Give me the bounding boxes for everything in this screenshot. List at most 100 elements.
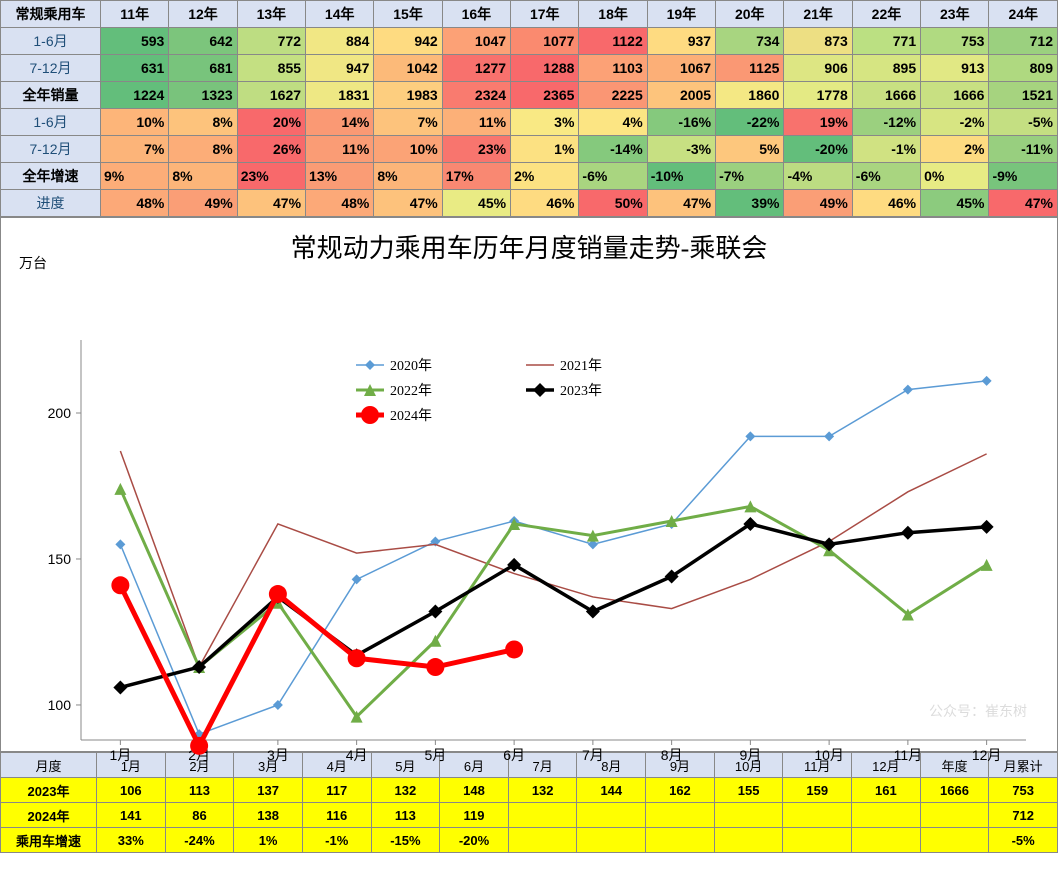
heatmap-cell: -22% [716, 109, 784, 136]
heatmap-cell: 47% [647, 190, 715, 217]
heatmap-cell: 47% [374, 190, 442, 217]
svg-text:2023年: 2023年 [560, 383, 602, 399]
heatmap-cell: 906 [784, 55, 852, 82]
heatmap-row: 1-6月593642772884942104710771122937734873… [1, 28, 1058, 55]
heatmap-cell: 1125 [716, 55, 784, 82]
heatmap-corner-label: 常规乘用车 [1, 1, 101, 28]
heatmap-cell: 13% [306, 163, 374, 190]
heatmap-cell: 1860 [716, 82, 784, 109]
monthly-cell: 155 [714, 778, 783, 803]
svg-text:10月: 10月 [814, 747, 844, 763]
heatmap-cell: 19% [784, 109, 852, 136]
monthly-cell [714, 803, 783, 828]
heatmap-cell: -9% [989, 163, 1058, 190]
heatmap-cell: 1103 [579, 55, 647, 82]
heatmap-cell: 1% [511, 136, 579, 163]
heatmap-cell: 1042 [374, 55, 442, 82]
heatmap-header-row: 常规乘用车11年12年13年14年15年16年17年18年19年20年21年22… [1, 1, 1058, 28]
heatmap-year-header: 21年 [784, 1, 852, 28]
heatmap-cell: 5% [716, 136, 784, 163]
heatmap-cell: 48% [101, 190, 169, 217]
heatmap-cell: 7% [101, 136, 169, 163]
heatmap-cell: 1288 [511, 55, 579, 82]
heatmap-year-header: 16年 [442, 1, 510, 28]
heatmap-year-header: 22年 [852, 1, 920, 28]
heatmap-cell: 45% [921, 190, 989, 217]
monthly-cell: 119 [440, 803, 509, 828]
monthly-cell [646, 828, 715, 853]
heatmap-cell: -5% [989, 109, 1058, 136]
heatmap-cell: 0% [921, 163, 989, 190]
heatmap-cell: 753 [921, 28, 989, 55]
svg-text:11月: 11月 [894, 747, 923, 763]
heatmap-cell: 884 [306, 28, 374, 55]
heatmap-cell: 11% [306, 136, 374, 163]
svg-text:2022年: 2022年 [390, 383, 432, 399]
heatmap-cell: 10% [374, 136, 442, 163]
svg-text:12月: 12月 [972, 747, 1002, 763]
monthly-cell [920, 828, 989, 853]
monthly-cell [508, 803, 577, 828]
heatmap-row: 1-6月10%8%20%14%7%11%3%4%-16%-22%19%-12%-… [1, 109, 1058, 136]
monthly-cell: 113 [371, 803, 440, 828]
heatmap-cell: 1627 [237, 82, 305, 109]
heatmap-cell: 1323 [169, 82, 237, 109]
monthly-cell: 159 [783, 778, 852, 803]
heatmap-cell: 1122 [579, 28, 647, 55]
heatmap-cell: 10% [101, 109, 169, 136]
heatmap-cell: 681 [169, 55, 237, 82]
heatmap-cell: 2225 [579, 82, 647, 109]
heatmap-cell: 14% [306, 109, 374, 136]
monthly-cell: 116 [302, 803, 371, 828]
heatmap-cell: 47% [237, 190, 305, 217]
heatmap-cell: -1% [852, 136, 920, 163]
monthly-cell [508, 828, 577, 853]
heatmap-cell: 48% [306, 190, 374, 217]
monthly-cell [852, 803, 921, 828]
heatmap-year-header: 19年 [647, 1, 715, 28]
heatmap-cell: 23% [442, 136, 510, 163]
heatmap-year-header: 12年 [169, 1, 237, 28]
monthly-cell: 161 [852, 778, 921, 803]
heatmap-cell: 50% [579, 190, 647, 217]
heatmap-cell: 771 [852, 28, 920, 55]
heatmap-cell: 942 [374, 28, 442, 55]
heatmap-cell: 712 [989, 28, 1058, 55]
heatmap-cell: 1047 [442, 28, 510, 55]
monthly-cell: 753 [989, 778, 1058, 803]
heatmap-cell: -4% [784, 163, 852, 190]
monthly-cell: 138 [234, 803, 303, 828]
monthly-cell: 86 [165, 803, 234, 828]
heatmap-year-header: 20年 [716, 1, 784, 28]
monthly-cell: -24% [165, 828, 234, 853]
monthly-cell: 132 [371, 778, 440, 803]
heatmap-cell: 2365 [511, 82, 579, 109]
heatmap-cell: 1983 [374, 82, 442, 109]
monthly-cell [783, 828, 852, 853]
monthly-cell [577, 803, 646, 828]
heatmap-cell: -3% [647, 136, 715, 163]
heatmap-cell: 26% [237, 136, 305, 163]
watermark-text: 公众号：崔东树 [929, 701, 1027, 721]
monthly-row-label: 乘用车增速 [1, 828, 97, 853]
monthly-row-label: 2023年 [1, 778, 97, 803]
y-axis-label: 万台 [19, 253, 47, 273]
monthly-cell: 141 [97, 803, 166, 828]
heatmap-cell: 937 [647, 28, 715, 55]
heatmap-row-label: 进度 [1, 190, 101, 217]
heatmap-cell: 1666 [852, 82, 920, 109]
heatmap-cell: 772 [237, 28, 305, 55]
monthly-data-row: 乘用车增速33%-24%1%-1%-15%-20%-5% [1, 828, 1058, 853]
monthly-cell [714, 828, 783, 853]
heatmap-cell: 873 [784, 28, 852, 55]
svg-text:8月: 8月 [661, 747, 683, 763]
heatmap-year-header: 11年 [101, 1, 169, 28]
heatmap-cell: 8% [374, 163, 442, 190]
heatmap-row-label: 全年增速 [1, 163, 101, 190]
svg-text:2024年: 2024年 [390, 408, 432, 424]
heatmap-cell: 2% [921, 136, 989, 163]
heatmap-cell: 1067 [647, 55, 715, 82]
heatmap-cell: 9% [101, 163, 169, 190]
heatmap-cell: 631 [101, 55, 169, 82]
heatmap-cell: 49% [784, 190, 852, 217]
